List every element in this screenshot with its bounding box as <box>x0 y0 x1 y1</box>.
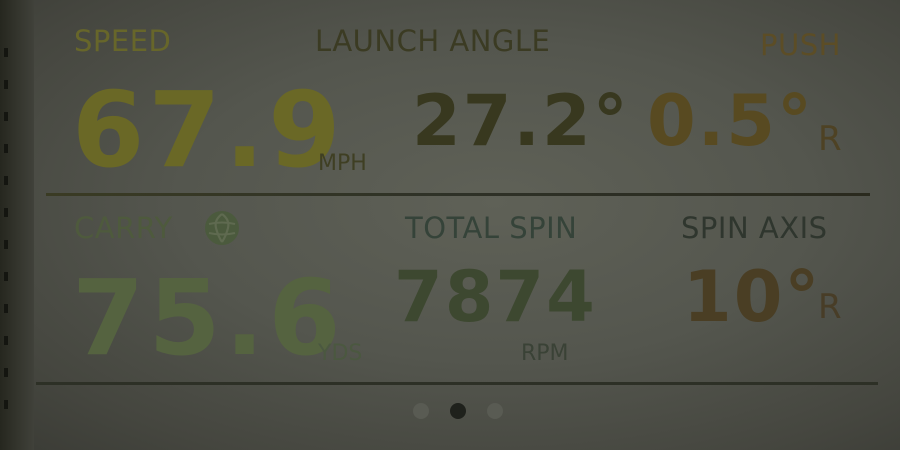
screen-edge <box>0 0 34 450</box>
edge-tick <box>4 208 8 217</box>
edge-tick <box>4 176 8 185</box>
spin-axis-direction: R <box>818 287 842 327</box>
speed-value: 67.9 <box>72 69 345 191</box>
edge-tick <box>4 240 8 249</box>
push-label: PUSH <box>760 28 841 62</box>
spin-axis-label: SPIN AXIS <box>681 211 828 245</box>
edge-tick <box>4 80 8 89</box>
bottom-divider <box>36 382 878 385</box>
carry-label: CARRY <box>74 211 173 245</box>
speed-label: SPEED <box>74 24 172 58</box>
top-divider <box>46 193 870 196</box>
total-spin-value: 7874 <box>394 256 597 338</box>
page-dot-1[interactable] <box>413 403 429 419</box>
edge-tick <box>4 304 8 313</box>
edge-tick <box>4 112 8 121</box>
page-dot-3[interactable] <box>487 403 503 419</box>
page-dot-2-active[interactable] <box>450 403 466 419</box>
edge-tick <box>4 400 8 409</box>
speed-unit: MPH <box>318 151 367 176</box>
carry-value: 75.6 <box>72 257 345 379</box>
spin-axis-value: 10° <box>683 256 822 338</box>
launch-angle-label: LAUNCH ANGLE <box>315 24 551 58</box>
total-spin-unit: RPM <box>521 341 569 366</box>
globe-icon <box>205 211 239 245</box>
edge-tick <box>4 336 8 345</box>
edge-tick <box>4 368 8 377</box>
edge-tick <box>4 48 8 57</box>
edge-tick <box>4 272 8 281</box>
push-direction: R <box>818 119 842 159</box>
carry-unit: YDS <box>318 341 363 366</box>
launch-angle-value: 27.2° <box>412 80 630 162</box>
push-value: 0.5° <box>647 80 815 162</box>
total-spin-label: TOTAL SPIN <box>405 211 578 245</box>
edge-tick <box>4 144 8 153</box>
